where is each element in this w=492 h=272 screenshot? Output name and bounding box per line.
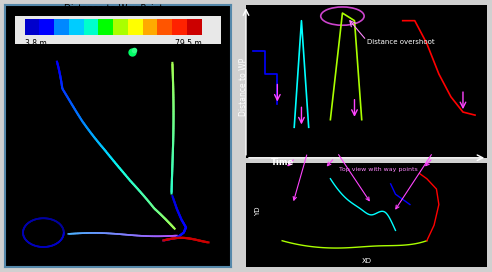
Bar [157,19,172,35]
Text: Distance to WP: Distance to WP [239,58,248,116]
Bar [113,19,128,35]
Text: Distance overshoot: Distance overshoot [367,39,434,45]
Bar [98,19,113,35]
Text: XD: XD [362,258,371,264]
Bar [25,19,39,35]
Bar [172,19,187,35]
Bar [143,19,157,35]
Text: Top view with way points: Top view with way points [339,168,418,172]
Bar [69,19,84,35]
Bar [128,19,143,35]
Text: Time: Time [271,157,294,166]
Text: 79.5 m: 79.5 m [175,39,202,48]
Bar [187,19,202,35]
Bar [39,19,54,35]
Bar [84,19,98,35]
Text: YD: YD [255,206,261,216]
Text: 3.8 m: 3.8 m [25,39,46,48]
Text: Distance to Way Point: Distance to Way Point [63,4,163,13]
Bar [54,19,69,35]
